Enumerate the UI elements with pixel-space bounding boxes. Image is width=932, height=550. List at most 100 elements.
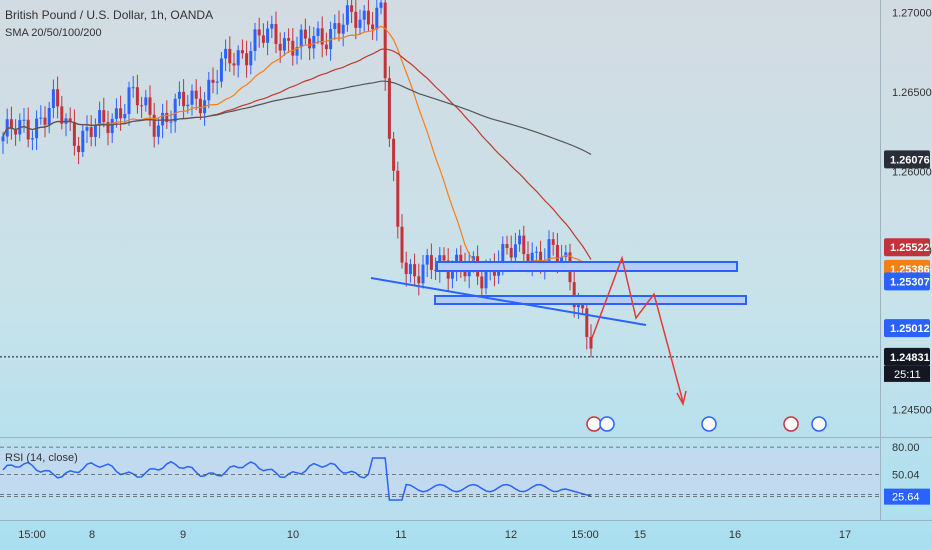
candle-body <box>26 119 30 140</box>
candle-body <box>81 130 85 153</box>
candle-body <box>308 38 312 49</box>
candle-body <box>547 239 551 261</box>
rsi-legend: RSI (14, close) <box>5 452 78 464</box>
candle-body <box>518 235 522 245</box>
rsi-axis-label: 80.00 <box>892 442 920 454</box>
time-axis-label: 16 <box>729 529 741 541</box>
candle-body <box>198 98 202 114</box>
candle-body <box>576 304 580 308</box>
candle-body <box>14 128 18 135</box>
candle-body <box>312 35 316 49</box>
candle-body <box>43 117 47 125</box>
candle-body <box>484 268 488 289</box>
candle-body <box>253 29 257 51</box>
countdown-tag <box>884 365 930 382</box>
candle-body <box>215 81 219 83</box>
candle-body <box>22 119 26 121</box>
candle-body <box>72 122 76 146</box>
candle-body <box>135 87 139 106</box>
candle-body <box>551 239 555 245</box>
candle-body <box>396 170 400 227</box>
price-tick-label: 1.27000 <box>892 8 932 20</box>
candle-body <box>274 23 278 44</box>
candle-body <box>387 78 391 139</box>
candle-body <box>68 118 72 123</box>
price-tag-label: 1.24831 <box>890 352 930 364</box>
candle-body <box>287 38 291 41</box>
candle-body <box>127 87 131 114</box>
candle-body <box>98 110 102 126</box>
candle-body <box>295 47 299 56</box>
candle-body <box>421 264 425 284</box>
candle-body <box>345 5 349 25</box>
candle-body <box>417 276 421 284</box>
price-tag-label: 1.25307 <box>890 276 930 288</box>
price-tag <box>884 150 930 169</box>
countdown-label: 25:11 <box>894 369 921 381</box>
candle-body <box>358 19 362 28</box>
candle-body <box>408 264 412 275</box>
candle-body <box>140 105 144 107</box>
rsi-band <box>0 450 880 497</box>
candle-body <box>555 244 559 262</box>
candle-body <box>194 90 198 99</box>
candle-body <box>350 5 354 12</box>
indicator-legend: SMA 20/50/100/200 <box>5 27 102 39</box>
candle-body <box>413 264 417 277</box>
candle-body <box>282 38 286 51</box>
time-axis-label: 12 <box>505 529 517 541</box>
price-tick-label: 1.26500 <box>892 87 932 99</box>
candle-body <box>530 252 534 266</box>
time-axis-label: 15:00 <box>571 529 599 541</box>
candle-body <box>505 244 509 248</box>
candle-body <box>333 23 337 29</box>
candle-body <box>93 125 97 137</box>
candle-body <box>190 90 194 105</box>
candle-body <box>324 44 328 50</box>
price-tick-label: 1.24500 <box>892 404 932 416</box>
candle-body <box>572 282 576 308</box>
projection-arrowhead <box>676 390 687 407</box>
candle-body <box>581 304 585 309</box>
candle-body <box>9 119 13 129</box>
resistance-zone-lower <box>434 295 747 305</box>
candle-body <box>123 113 127 119</box>
candle-body <box>85 127 89 131</box>
event-flag-icon <box>599 416 615 432</box>
sma-100-line <box>2 80 592 155</box>
price-tick-label: 1.26000 <box>892 166 932 178</box>
candle-body <box>106 122 110 134</box>
candle-body <box>257 29 261 36</box>
candle-body <box>240 50 244 54</box>
time-axis-label: 15:00 <box>18 529 46 541</box>
candle-body <box>30 138 34 140</box>
candle-body <box>245 53 249 66</box>
candle-body <box>509 247 513 258</box>
candle-body <box>316 28 320 36</box>
candle-body <box>39 117 43 119</box>
time-axis-label: 8 <box>89 529 95 541</box>
event-flag-icon <box>811 416 827 432</box>
projection-path <box>591 255 684 403</box>
candle-body <box>77 145 81 153</box>
price-tag-label: 1.26076 <box>890 154 930 166</box>
price-tag <box>884 319 930 338</box>
candle-body <box>114 108 118 119</box>
time-axis-label: 15 <box>634 529 646 541</box>
candle-body <box>119 108 123 119</box>
candle-body <box>534 251 538 253</box>
candle-body <box>539 251 543 267</box>
candle-body <box>270 23 274 29</box>
candle-body <box>131 87 135 89</box>
candle-body <box>560 256 564 262</box>
candle-body <box>102 110 106 123</box>
candle-body <box>266 28 270 43</box>
candle-body <box>110 118 114 134</box>
price-tag <box>884 347 930 366</box>
rsi-axis-label: 50.04 <box>892 469 920 481</box>
candle-body <box>341 24 345 34</box>
candle-body <box>442 255 446 261</box>
candle-body <box>564 252 568 257</box>
symbol-title: British Pound / U.S. Dollar, 1h, OANDA <box>5 8 214 22</box>
